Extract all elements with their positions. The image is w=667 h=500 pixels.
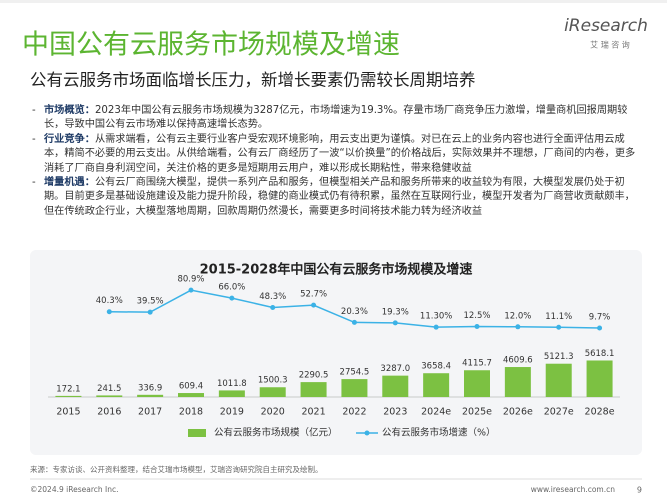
x-tick-label: 2028e	[585, 407, 615, 418]
chart-panel	[30, 250, 642, 455]
bar-value-label: 172.1	[56, 384, 80, 394]
line-value-label: 52.7%	[300, 290, 327, 300]
subtitle: 公有云服务市场面临增长压力，新增长要素仍需较长周期培养	[30, 71, 476, 90]
line-value-label: 19.3%	[382, 307, 409, 317]
chart-title: 2015-2028年中国公有云服务市场规模及增速	[200, 262, 473, 278]
x-tick-label: 2015	[56, 407, 80, 418]
x-tick-label: 2021	[301, 407, 325, 418]
bar-value-label: 2754.5	[340, 368, 370, 378]
bar	[423, 373, 450, 397]
bar-value-label: 609.4	[179, 382, 203, 392]
line-value-label: 39.5%	[137, 297, 164, 307]
bar	[586, 360, 613, 397]
line-value-label: 66.0%	[218, 283, 245, 293]
legend-swatch	[188, 429, 206, 437]
bar-value-label: 3287.0	[380, 364, 410, 374]
bullet-text: 公有云厂商围绕大模型，提供一系列产品和服务，但模型相关产品和服务所带来的收益较为…	[44, 177, 635, 217]
line-point	[229, 295, 235, 301]
line-point	[515, 324, 521, 330]
line-point	[597, 325, 603, 331]
bullet-label: 行业竞争：	[44, 133, 95, 145]
legend-swatch	[364, 430, 370, 436]
legend-label: 公有云服务市场规模（亿元）	[214, 427, 338, 439]
line-point	[147, 309, 153, 315]
bullet: 增量机遇：公有云厂商围绕大模型，提供一系列产品和服务，但模型相关产品和服务所带来…	[30, 176, 642, 219]
legend-label: 公有云服务市场增速（%）	[382, 427, 496, 439]
url: www.iresearch.com.cn	[531, 485, 616, 494]
page-number: 9	[637, 486, 642, 495]
line-point	[556, 324, 562, 330]
bullet-label: 增量机遇：	[44, 177, 95, 189]
bar	[341, 379, 368, 397]
line-point	[188, 287, 194, 293]
bar-value-label: 4609.6	[503, 356, 533, 366]
bar	[464, 370, 490, 397]
line-value-label: 11.30%	[420, 312, 452, 322]
bar	[545, 363, 572, 397]
bullets: 市场概览：2023年中国公有云服务市场规模为3287亿元，市场增速为19.3%。…	[30, 104, 642, 219]
line-point	[433, 324, 439, 330]
x-tick-label: 2023	[383, 407, 407, 418]
bar-value-label: 241.5	[97, 384, 121, 394]
bar	[504, 367, 531, 397]
line-point	[106, 309, 112, 315]
top-bar	[0, 0, 667, 3]
bar	[382, 375, 409, 397]
x-tick-label: 2019	[220, 407, 244, 418]
source: 来源：专家访谈、公开资料整理，结合艾瑞市场模型，艾瑞咨询研究院自主研究及绘制。	[30, 464, 323, 474]
bar-value-label: 5618.1	[585, 349, 615, 359]
line-value-label: 11.1%	[545, 312, 572, 322]
line-value-label: 12.5%	[463, 311, 490, 321]
logo: iResearch	[564, 16, 648, 36]
x-tick-label: 2025e	[462, 407, 492, 418]
line-value-label: 9.7%	[589, 313, 611, 323]
bar-value-label: 336.9	[138, 383, 162, 393]
bar	[300, 382, 327, 397]
bar	[96, 395, 123, 397]
x-tick-label: 2026e	[503, 407, 533, 418]
logo-sub: 艾 瑞 咨 询	[590, 40, 630, 50]
bar-value-label: 3658.4	[421, 362, 451, 372]
bar	[178, 393, 204, 397]
bar	[137, 394, 164, 397]
x-tick-label: 2017	[138, 407, 162, 418]
bar	[259, 387, 286, 397]
bar-value-label: 5121.3	[544, 352, 574, 362]
bar-value-label: 1500.3	[258, 376, 288, 386]
bullet-text: 从需求端看，公有云主要行业客户受宏观环境影响，用云支出更为谨慎。对已在云上的业务…	[44, 133, 636, 174]
bar-value-label: 1011.8	[217, 379, 247, 389]
x-tick-label: 2020	[261, 407, 285, 418]
bar	[55, 395, 82, 397]
line-value-label: 80.9%	[177, 275, 204, 285]
line-point	[474, 324, 480, 330]
bullet-label: 市场概览：	[44, 105, 95, 116]
x-tick-label: 2024e	[421, 407, 451, 418]
title: 中国公有云服务市场规模及增速	[22, 30, 400, 61]
x-tick-label: 2022	[342, 407, 366, 418]
line-value-label: 40.3%	[96, 296, 123, 306]
line-point	[270, 304, 276, 310]
bullet: 市场概览：2023年中国公有云服务市场规模为3287亿元，市场增速为19.3%。…	[30, 104, 642, 133]
line-point	[351, 319, 357, 325]
x-tick-label: 2016	[97, 407, 121, 418]
line-point	[311, 302, 317, 308]
x-tick-label: 2018	[179, 407, 203, 418]
bar-value-label: 2290.5	[299, 371, 329, 381]
bullet: 行业竞争：从需求端看，公有云主要行业客户受宏观环境影响，用云支出更为谨慎。对已在…	[30, 133, 642, 176]
x-tick-label: 2027e	[544, 407, 574, 418]
line-value-label: 12.0%	[504, 311, 531, 321]
line-value-label: 48.3%	[259, 292, 286, 302]
bullet-text: 2023年中国公有云服务市场规模为3287亿元，市场增速为19.3%。存量市场厂…	[44, 105, 628, 131]
copyright: ©2024.9 iResearch Inc.	[30, 485, 118, 494]
line-value-label: 20.3%	[341, 307, 368, 317]
bar-value-label: 4115.7	[462, 359, 492, 369]
line-point	[392, 320, 398, 326]
bar	[218, 390, 245, 397]
